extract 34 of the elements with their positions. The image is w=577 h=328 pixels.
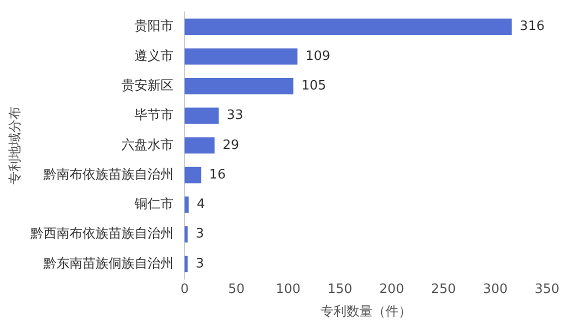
data-label: 109 — [305, 48, 330, 64]
y-tick-label: 遵义市 — [134, 48, 174, 64]
y-tick-label: 铜仁市 — [134, 197, 174, 212]
x-tick-label: 0 — [180, 282, 189, 297]
bar — [184, 48, 298, 65]
data-label: 316 — [520, 19, 545, 34]
bar — [184, 18, 512, 35]
data-label: 3 — [196, 226, 204, 242]
y-axis-title: 专利地域分布 — [8, 106, 24, 184]
y-tick-label: 六盘水市 — [122, 138, 174, 153]
data-label: 33 — [226, 108, 244, 124]
x-tick-label: 150 — [328, 282, 352, 297]
x-tick-label: 100 — [276, 282, 301, 297]
data-label: 29 — [222, 138, 240, 153]
bar — [184, 78, 294, 94]
x-tick-label: 50 — [228, 282, 245, 297]
x-tick-label: 250 — [431, 282, 456, 297]
y-tick-label: 黔南布依族苗族自治州 — [42, 167, 174, 182]
y-tick-label: 黔东南苗族侗族自治州 — [42, 256, 174, 272]
data-label: 4 — [196, 197, 206, 212]
bar — [184, 137, 215, 154]
data-label: 16 — [209, 167, 226, 182]
x-tick-label: 200 — [379, 282, 404, 297]
x-tick-label: 300 — [482, 282, 508, 297]
data-label: 3 — [196, 256, 204, 272]
y-tick-label: 毕节市 — [134, 108, 174, 124]
bar — [184, 108, 219, 124]
y-tick-label: 贵安新区 — [122, 77, 174, 94]
bar — [184, 166, 202, 184]
x-tick-label: 350 — [534, 282, 560, 297]
y-tick-label: 黔西南布依族苗族自治州 — [30, 226, 174, 242]
data-label: 105 — [301, 78, 326, 94]
y-tick-label: 贵阳市 — [134, 19, 174, 34]
x-axis-title: 专利数量（件） — [320, 304, 412, 320]
